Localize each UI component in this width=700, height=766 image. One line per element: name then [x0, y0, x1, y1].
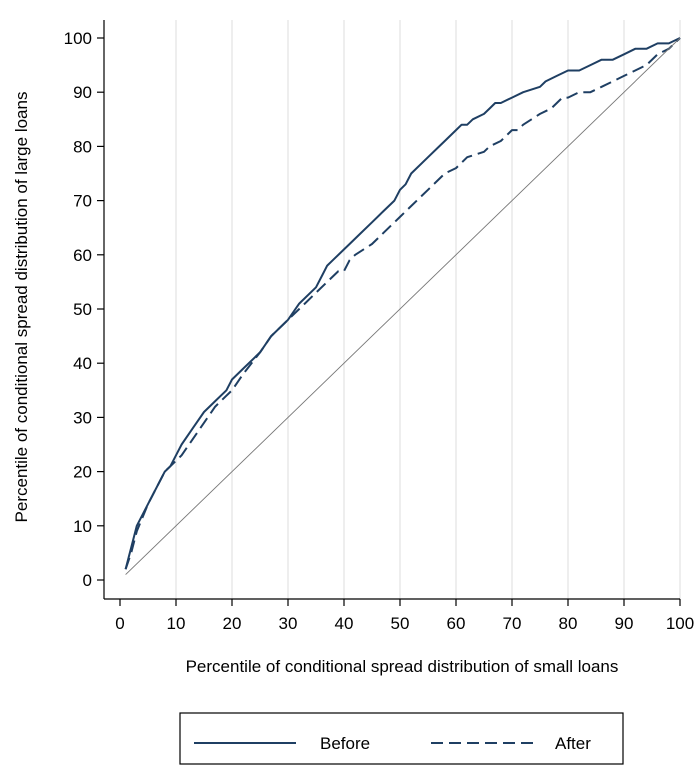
ticks-layer: 0 10 20 30 40 50 60 70 80 90 100 0 10 20 30 40 50 60 70 80 9… — [64, 29, 695, 633]
y-tick-label: 80 — [73, 137, 92, 156]
x-tick-label: 20 — [223, 614, 242, 633]
x-tick-label: 70 — [503, 614, 522, 633]
y-axis-title: Percentile of conditional spread distrib… — [12, 92, 31, 523]
x-tick-label: 30 — [279, 614, 298, 633]
y-tick-label: 20 — [73, 463, 92, 482]
x-tick-label: 60 — [447, 614, 466, 633]
legend: Before After — [179, 712, 624, 765]
legend-label-before: Before — [320, 734, 370, 753]
y-tick-label: 100 — [64, 29, 92, 48]
y-tick-label: 30 — [73, 408, 92, 427]
x-tick-label: 10 — [167, 614, 186, 633]
y-tick-label: 90 — [73, 83, 92, 102]
y-tick-label: 40 — [73, 354, 92, 373]
y-tick-label: 50 — [73, 300, 92, 319]
x-tick-label: 50 — [391, 614, 410, 633]
x-tick-label: 40 — [335, 614, 354, 633]
x-tick-label: 0 — [115, 614, 124, 633]
series-line-before — [124, 37, 681, 570]
y-tick-label: 0 — [83, 571, 92, 590]
y-tick-label: 60 — [73, 246, 92, 265]
x-tick-label: 90 — [615, 614, 634, 633]
y-tick-label: 70 — [73, 192, 92, 211]
series-layer — [124, 37, 681, 575]
x-tick-label: 80 — [559, 614, 578, 633]
series-line-after — [124, 37, 681, 570]
y-tick-label: 10 — [73, 517, 92, 536]
x-tick-label: 100 — [666, 614, 694, 633]
legend-label-after: After — [555, 734, 591, 753]
reference-line — [125, 37, 681, 575]
legend-box — [179, 712, 624, 765]
x-axis-title: Percentile of conditional spread distrib… — [186, 657, 619, 676]
